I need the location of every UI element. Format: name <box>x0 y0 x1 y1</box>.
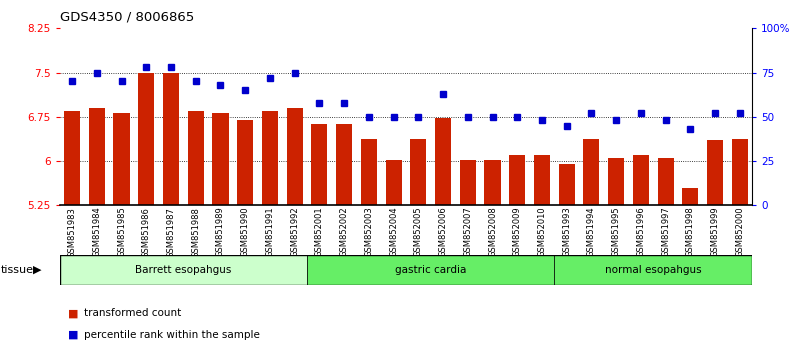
Bar <box>509 155 525 205</box>
Bar <box>385 160 402 205</box>
Text: gastric cardia: gastric cardia <box>395 265 466 275</box>
Bar <box>732 139 748 205</box>
Bar <box>583 139 599 205</box>
Bar <box>485 160 501 205</box>
Bar <box>460 160 476 205</box>
Text: GDS4350 / 8006865: GDS4350 / 8006865 <box>60 11 194 24</box>
Text: transformed count: transformed count <box>84 308 181 318</box>
Bar <box>410 139 427 205</box>
Text: percentile rank within the sample: percentile rank within the sample <box>84 330 259 339</box>
Bar <box>287 108 302 205</box>
Bar <box>435 118 451 205</box>
Bar <box>311 124 327 205</box>
Bar <box>559 164 575 205</box>
Bar <box>707 141 723 205</box>
Bar <box>163 73 179 205</box>
Bar <box>114 113 130 205</box>
Bar <box>139 73 154 205</box>
Bar <box>60 255 307 285</box>
Text: Barrett esopahgus: Barrett esopahgus <box>135 265 232 275</box>
Text: tissue: tissue <box>1 265 33 275</box>
Bar <box>682 188 698 205</box>
Bar <box>213 113 228 205</box>
Bar <box>657 158 673 205</box>
Bar <box>361 139 377 205</box>
Bar <box>262 111 278 205</box>
Bar <box>89 108 105 205</box>
Bar <box>336 124 352 205</box>
Text: ■: ■ <box>68 330 78 339</box>
Bar <box>188 111 204 205</box>
Text: ▶: ▶ <box>33 265 42 275</box>
Bar <box>64 111 80 205</box>
Bar <box>307 255 554 285</box>
Bar <box>554 255 752 285</box>
Text: ■: ■ <box>68 308 78 318</box>
Bar <box>633 155 649 205</box>
Bar <box>534 155 550 205</box>
Bar <box>608 158 624 205</box>
Text: normal esopahgus: normal esopahgus <box>605 265 701 275</box>
Bar <box>237 120 253 205</box>
